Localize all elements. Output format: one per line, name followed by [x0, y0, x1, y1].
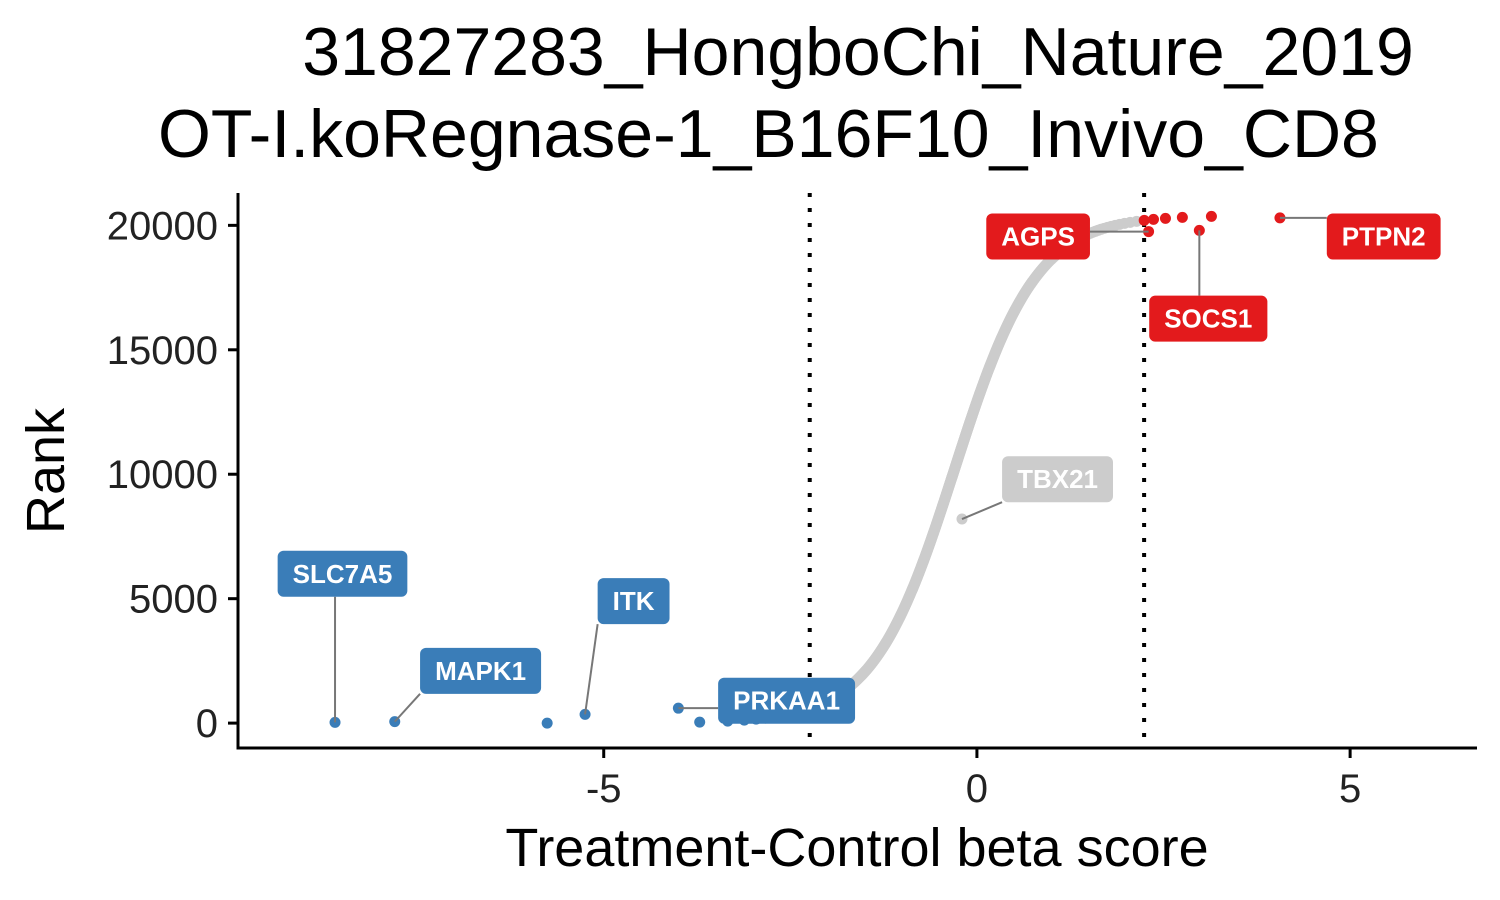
gene-label-box-agps: [986, 213, 1090, 260]
gene-label-box-tbx21: [1002, 456, 1113, 503]
chart-title-line-2: OT-I.koRegnase-1_B16F10_Invivo_CD8: [158, 96, 1379, 172]
gene-point: [1176, 211, 1188, 223]
x-axis-ticks: -5 0 5: [586, 748, 1361, 811]
cutoff-lines: [807, 193, 1147, 748]
y-axis-title: Rank: [16, 407, 76, 534]
y-tick-label: 15000: [107, 329, 218, 373]
gene-label-itk: ITK: [613, 586, 655, 616]
gene-label-box-mapk1: [420, 647, 542, 694]
gene-point: [1205, 210, 1217, 222]
y-tick-label: 0: [196, 702, 218, 746]
y-tick-label: 10000: [107, 453, 218, 497]
gene-label-socs1: SOCS1: [1164, 304, 1252, 334]
gene-label-box-itk: [597, 578, 670, 625]
gene-label-mapk1: MAPK1: [435, 656, 526, 686]
label-leader-lines: [334, 216, 1327, 723]
gene-point: [541, 717, 553, 729]
x-axis-title: Treatment-Control beta score: [505, 818, 1208, 878]
gene-labels: SLC7A5 MAPK1 ITK PRKAA1 TBX21 AGPS SOCS1 PTPN2: [277, 213, 1441, 724]
gene-point: [1138, 214, 1150, 226]
y-tick-label: 5000: [129, 578, 218, 622]
chart-title: 31827283_HongboChi_Nature_2019 OT-I.koRe…: [158, 14, 1414, 172]
leader-line-mapk1: [394, 693, 421, 723]
leader-line-itk: [584, 624, 599, 715]
gene-point: [694, 716, 706, 728]
gene-point: [1147, 213, 1159, 225]
gene-label-ptpn2: PTPN2: [1342, 222, 1426, 252]
gene-label-box-ptpn2: [1326, 213, 1441, 260]
gene-label-prkaa1: PRKAA1: [733, 686, 840, 716]
gene-label-tbx21: TBX21: [1017, 464, 1098, 494]
gene-point: [1159, 212, 1171, 224]
plot-area: SLC7A5 MAPK1 ITK PRKAA1 TBX21 AGPS SOCS1 PTPN2: [277, 193, 1441, 748]
chart-title-line-1: 31827283_HongboChi_Nature_2019: [302, 14, 1414, 90]
x-tick-label: 0: [966, 767, 988, 811]
axes: -5 0 5 0 5000 10000 15000 20000: [107, 193, 1477, 811]
gene-label-box-socs1: [1149, 295, 1268, 342]
y-axis-ticks: 0 5000 10000 15000 20000: [107, 204, 238, 746]
x-tick-label: -5: [586, 767, 622, 811]
gene-label-box-prkaa1: [718, 677, 856, 724]
gene-label-slc7a5: SLC7A5: [293, 559, 393, 589]
y-tick-label: 20000: [107, 204, 218, 248]
gene-label-box-slc7a5: [277, 550, 408, 597]
leader-line-tbx21: [961, 501, 1003, 520]
gene-label-agps: AGPS: [1001, 222, 1075, 252]
x-tick-label: 5: [1339, 767, 1361, 811]
